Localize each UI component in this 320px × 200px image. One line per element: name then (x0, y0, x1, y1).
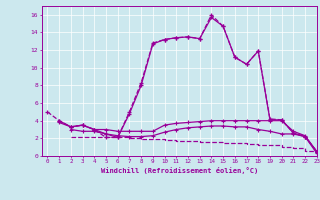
X-axis label: Windchill (Refroidissement éolien,°C): Windchill (Refroidissement éolien,°C) (100, 167, 258, 174)
